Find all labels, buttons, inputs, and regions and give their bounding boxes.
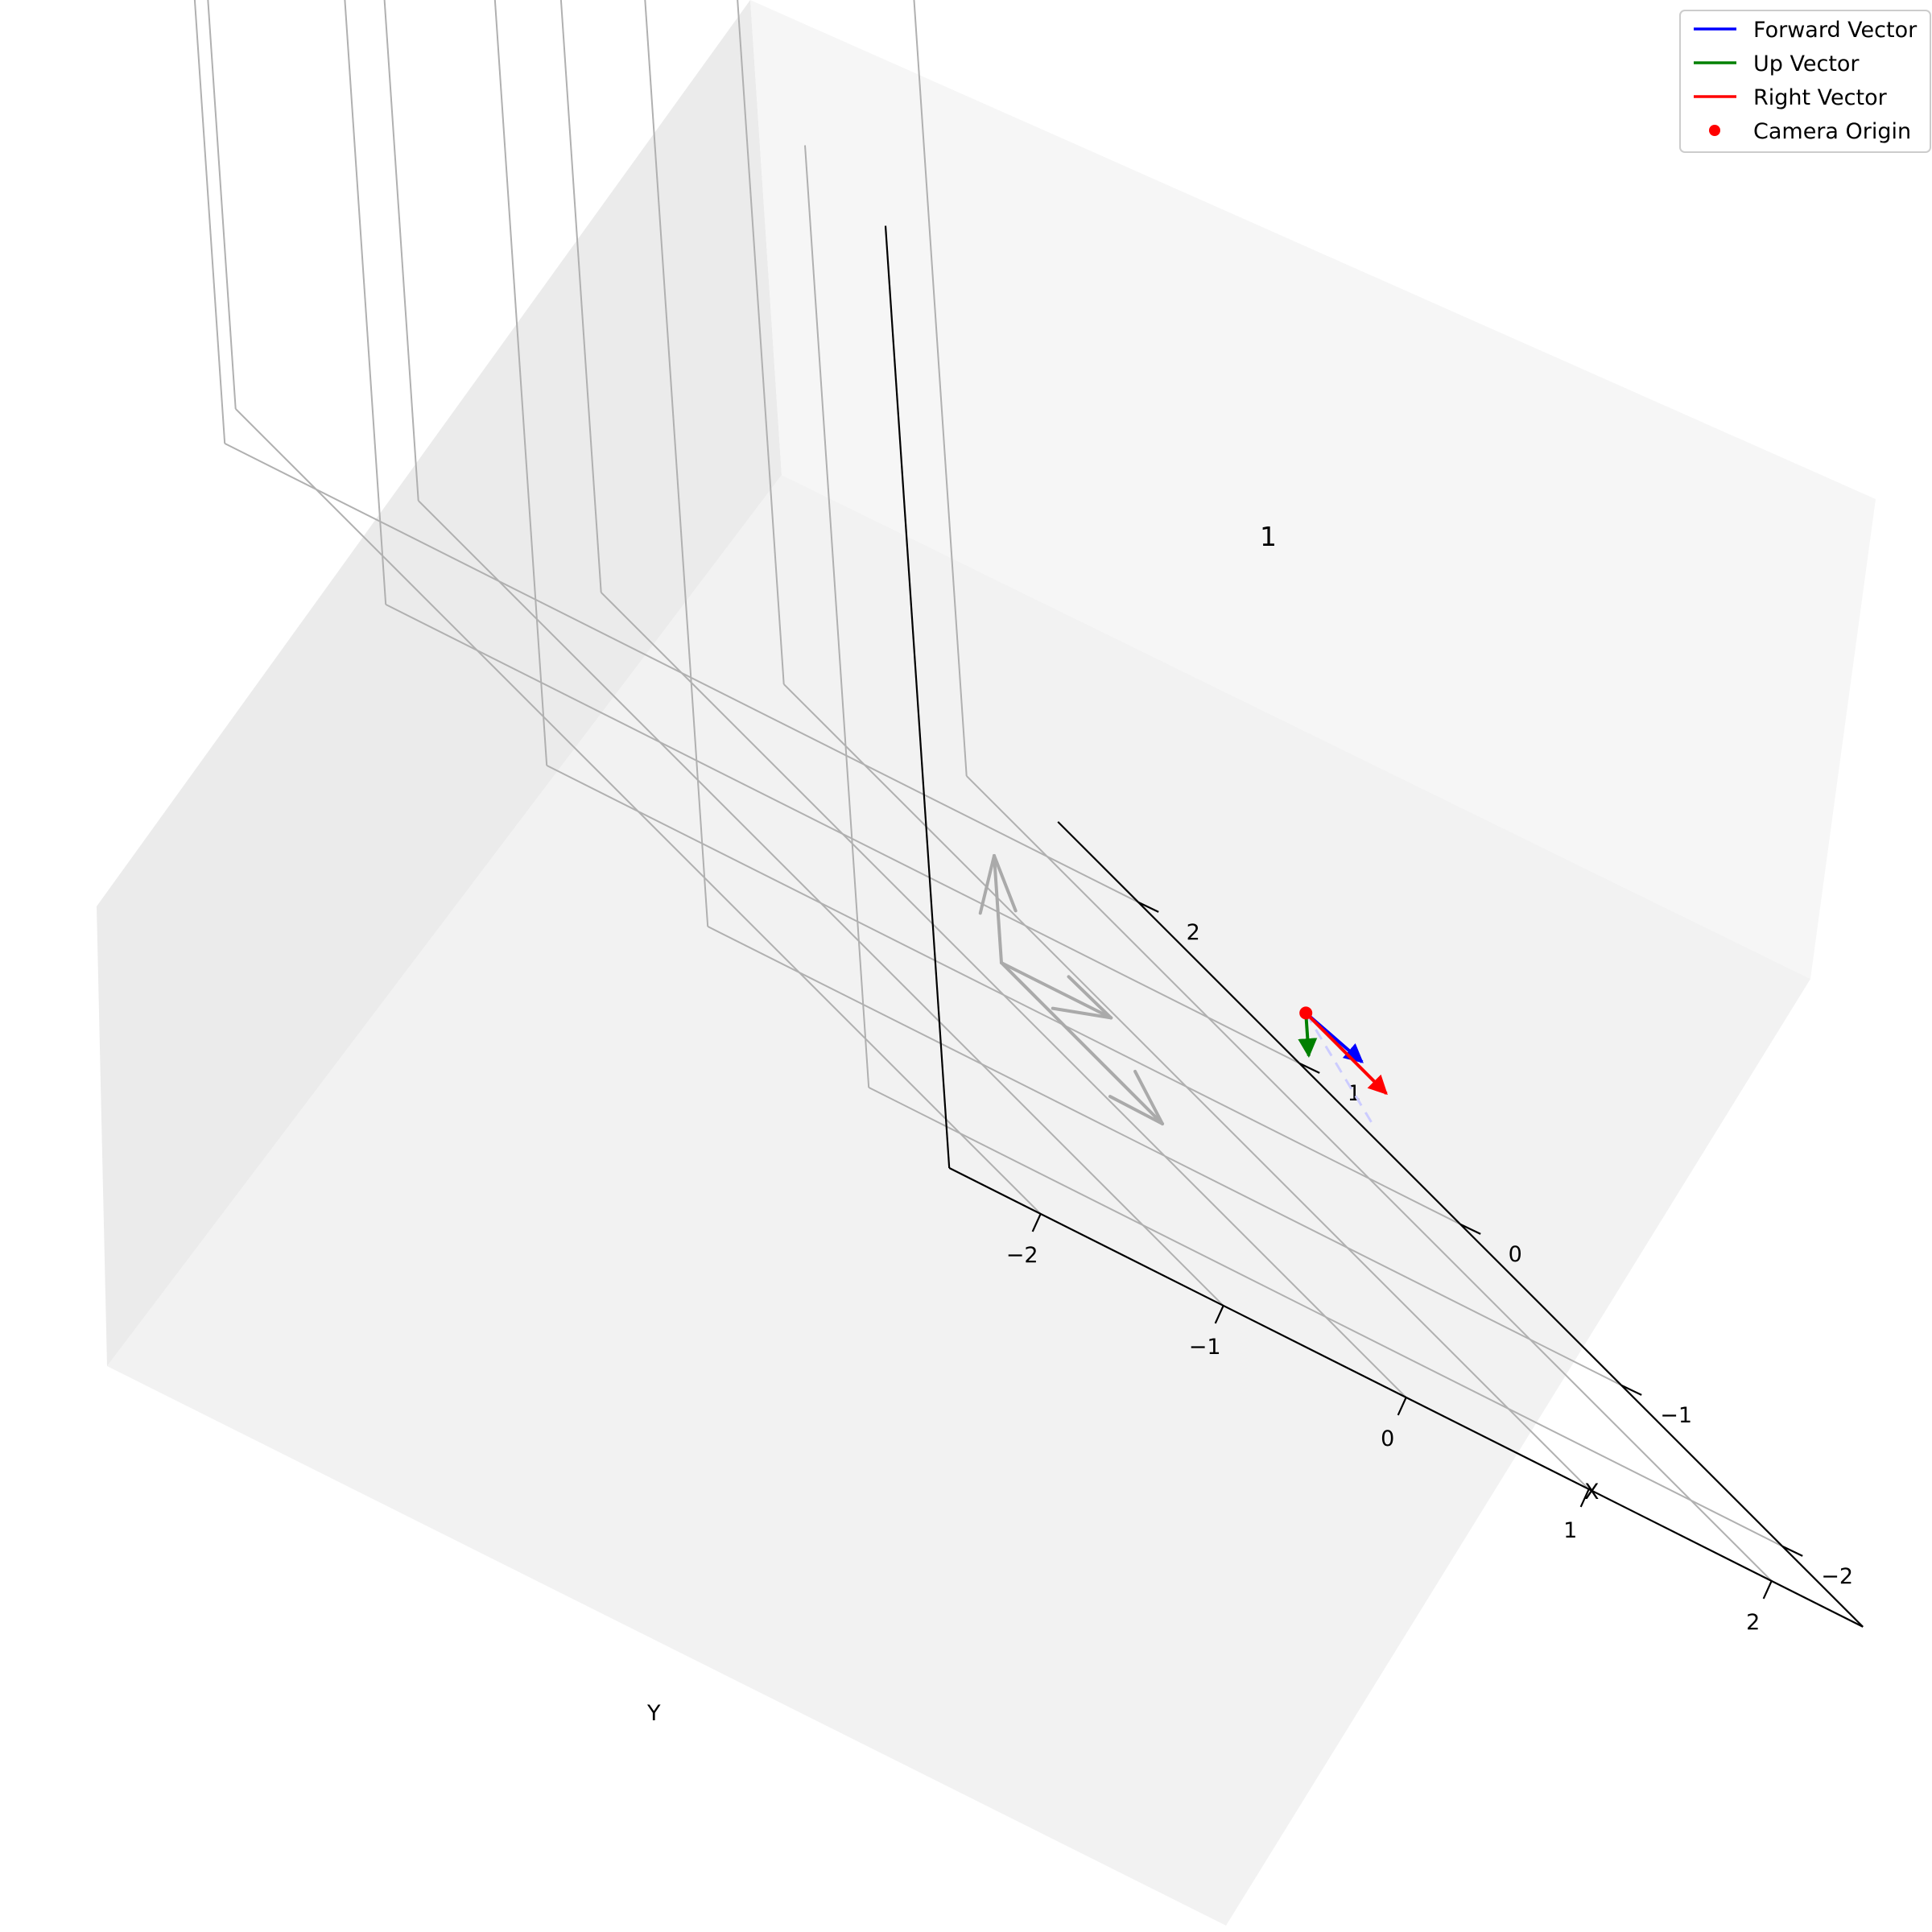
legend-label-right: Right Vector — [1753, 85, 1888, 110]
y-tick-label: −1 — [1189, 1335, 1221, 1360]
camera-origin-dot — [1299, 1006, 1313, 1020]
camera-label: 1 — [1260, 521, 1277, 552]
back-wall-gridline — [913, 0, 968, 776]
y-tick — [1214, 1305, 1224, 1324]
reference-y-arrow — [1000, 961, 1113, 1020]
up-vector-arrow — [1298, 1013, 1318, 1058]
right-vector-arrow — [1304, 1011, 1388, 1096]
reference-x-arrow — [1000, 961, 1164, 1125]
pane-floor — [107, 475, 1810, 1926]
x-tick — [1298, 1062, 1320, 1074]
x-tick — [1137, 901, 1159, 913]
grid-lines — [193, 0, 1783, 1582]
reference-z-arrow-head — [993, 854, 1018, 913]
back-wall-gridline — [383, 0, 419, 501]
y-tick — [1397, 1397, 1407, 1416]
y-tick — [1762, 1580, 1773, 1600]
left-wall-gridline — [193, 0, 226, 444]
reference-z-arrow-head — [978, 854, 996, 915]
x-tick — [1781, 1545, 1803, 1557]
reference-x-arrow-head — [1108, 1095, 1164, 1125]
pane-left-wall — [97, 0, 782, 1366]
legend-label-origin: Camera Origin — [1753, 119, 1911, 144]
floor-gridline-x — [224, 443, 1139, 903]
reference-x-arrow-head — [1133, 1069, 1164, 1125]
floor-gridline-x — [385, 604, 1300, 1064]
y-tick-label: 2 — [1746, 1610, 1760, 1635]
x-tick-label: 2 — [1187, 920, 1200, 945]
x-tick — [1620, 1384, 1642, 1396]
back-wall-gridline — [559, 0, 602, 592]
floor-gridline-y — [600, 592, 1407, 1398]
x-tick-label: −1 — [1660, 1403, 1692, 1428]
floor-gridline-y — [965, 775, 1773, 1582]
pane-back-wall — [750, 0, 1876, 979]
y-tick-label: 0 — [1381, 1426, 1394, 1451]
y-tick-label: −2 — [1006, 1243, 1038, 1268]
x-tick-label: 0 — [1509, 1242, 1522, 1267]
z-axis-line — [884, 225, 951, 1168]
axis-ticks — [1031, 901, 1803, 1600]
legend-label-forward: Forward Vector — [1753, 18, 1918, 43]
legend-swatch-origin — [1709, 125, 1720, 136]
plot-marks — [978, 854, 1388, 1126]
x-axis-label: X — [1584, 1480, 1600, 1505]
forward-ray-dashed — [1304, 1012, 1375, 1126]
floor-gridline-y — [782, 683, 1590, 1490]
left-wall-gridline — [493, 0, 548, 766]
reference-y-arrow-head — [1051, 1006, 1113, 1020]
y-tick — [1031, 1213, 1042, 1232]
y-tick-label: 1 — [1563, 1518, 1577, 1543]
left-wall-gridline — [804, 145, 870, 1088]
x-tick-label: −2 — [1821, 1564, 1853, 1589]
reference-y-arrow-head — [1067, 975, 1113, 1020]
legend-label-up: Up Vector — [1753, 52, 1860, 76]
y-axis-label: Y — [646, 1701, 661, 1726]
legend-frame — [1679, 10, 1931, 153]
back-wall-gridline — [737, 0, 785, 684]
y-tick — [1579, 1488, 1590, 1508]
reference-z-arrow — [993, 854, 1003, 964]
left-wall-gridline — [344, 0, 387, 605]
x-tick — [1459, 1223, 1481, 1235]
back-wall-gridline — [207, 0, 237, 409]
left-wall-gridline — [644, 0, 709, 927]
legend: Forward Vector Up Vector Right Vector Ca… — [1679, 10, 1931, 153]
